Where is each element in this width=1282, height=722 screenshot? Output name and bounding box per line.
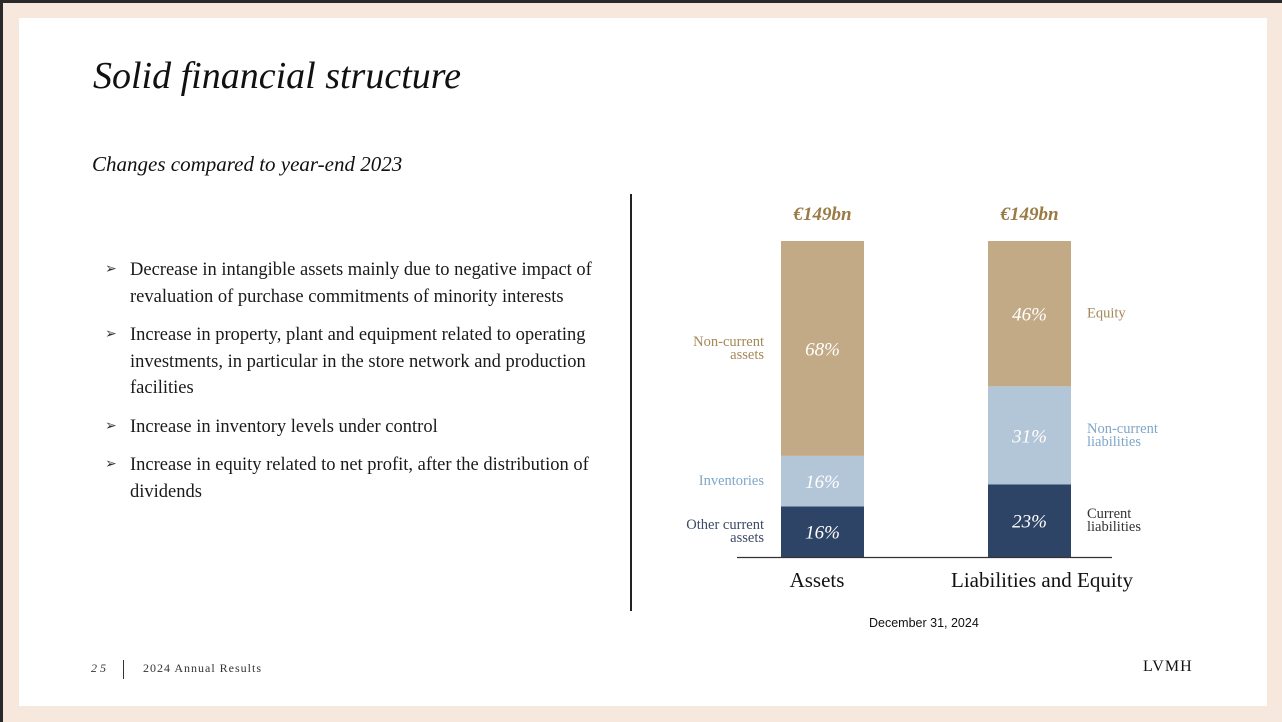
bullet-item: ➢ Decrease in intangible assets mainly du… <box>105 257 605 310</box>
footer-label: 2024 Annual Results <box>143 661 263 675</box>
bullet-list: ➢ Decrease in intangible assets mainly du… <box>105 257 605 517</box>
slide: Solid financial structure Changes compar… <box>19 18 1267 706</box>
total-label: €149bn <box>999 204 1058 225</box>
arrow-bullet-icon: ➢ <box>105 327 117 342</box>
arrow-bullet-icon: ➢ <box>105 457 117 472</box>
segment-value-label: 46% <box>1012 305 1047 326</box>
page-number: 25 <box>91 661 109 675</box>
slide-title: Solid financial structure <box>93 55 462 97</box>
category-label: Assets <box>790 568 845 592</box>
total-label: €149bn <box>792 204 851 225</box>
arrow-bullet-icon: ➢ <box>105 418 117 434</box>
bullet-text: Increase in equity related to net profit… <box>130 455 589 502</box>
lvmh-logo: LVMH <box>1143 658 1193 675</box>
slide-subtitle: Changes compared to year-end 2023 <box>92 152 403 176</box>
stack-segment <box>988 241 1071 387</box>
window-frame-left <box>0 0 3 722</box>
segment-category-label: Non-current liabilities <box>1087 421 1158 450</box>
segment-value-label: 23% <box>1012 512 1047 533</box>
stack-segment <box>988 386 1071 485</box>
stack-segment <box>781 506 864 557</box>
segment-value-label: 16% <box>805 472 840 493</box>
bullet-item: ➢ Increase in inventory levels under cont… <box>105 414 605 441</box>
bullet-item: ➢ Increase in equity related to net profi… <box>105 452 605 505</box>
bullet-text: Increase in property, plant and equipmen… <box>130 325 586 398</box>
segment-value-label: 16% <box>805 523 840 544</box>
segment-category-label: Non-current assets <box>693 334 764 363</box>
footer-separator <box>123 660 124 679</box>
vertical-divider <box>630 194 632 611</box>
stack-segment <box>988 484 1071 557</box>
stack-segment <box>781 455 864 507</box>
segment-category-label: Current liabilities <box>1087 506 1141 535</box>
balance-sheet-chart: 16% Other current assets 16% Inventories 68% N… <box>686 204 1158 592</box>
segment-category-label: Equity <box>1087 306 1126 322</box>
segment-value-label: 31% <box>1011 426 1047 447</box>
segment-category-label: Other current assets <box>686 517 764 546</box>
category-label: Liabilities and Equity <box>951 568 1133 592</box>
segment-value-label: 68% <box>805 339 840 360</box>
bullet-text: Decrease in intangible assets mainly due… <box>130 260 592 307</box>
stack-segment <box>781 241 864 456</box>
bullet-text: Increase in inventory levels under contr… <box>130 416 438 437</box>
segment-category-label: Inventories <box>699 473 765 489</box>
window-frame-top <box>0 0 1282 3</box>
chart-date-note: December 31, 2024 <box>869 616 979 630</box>
bullet-item: ➢ Increase in property, plant and equipme… <box>105 322 605 402</box>
arrow-bullet-icon: ➢ <box>105 262 117 277</box>
